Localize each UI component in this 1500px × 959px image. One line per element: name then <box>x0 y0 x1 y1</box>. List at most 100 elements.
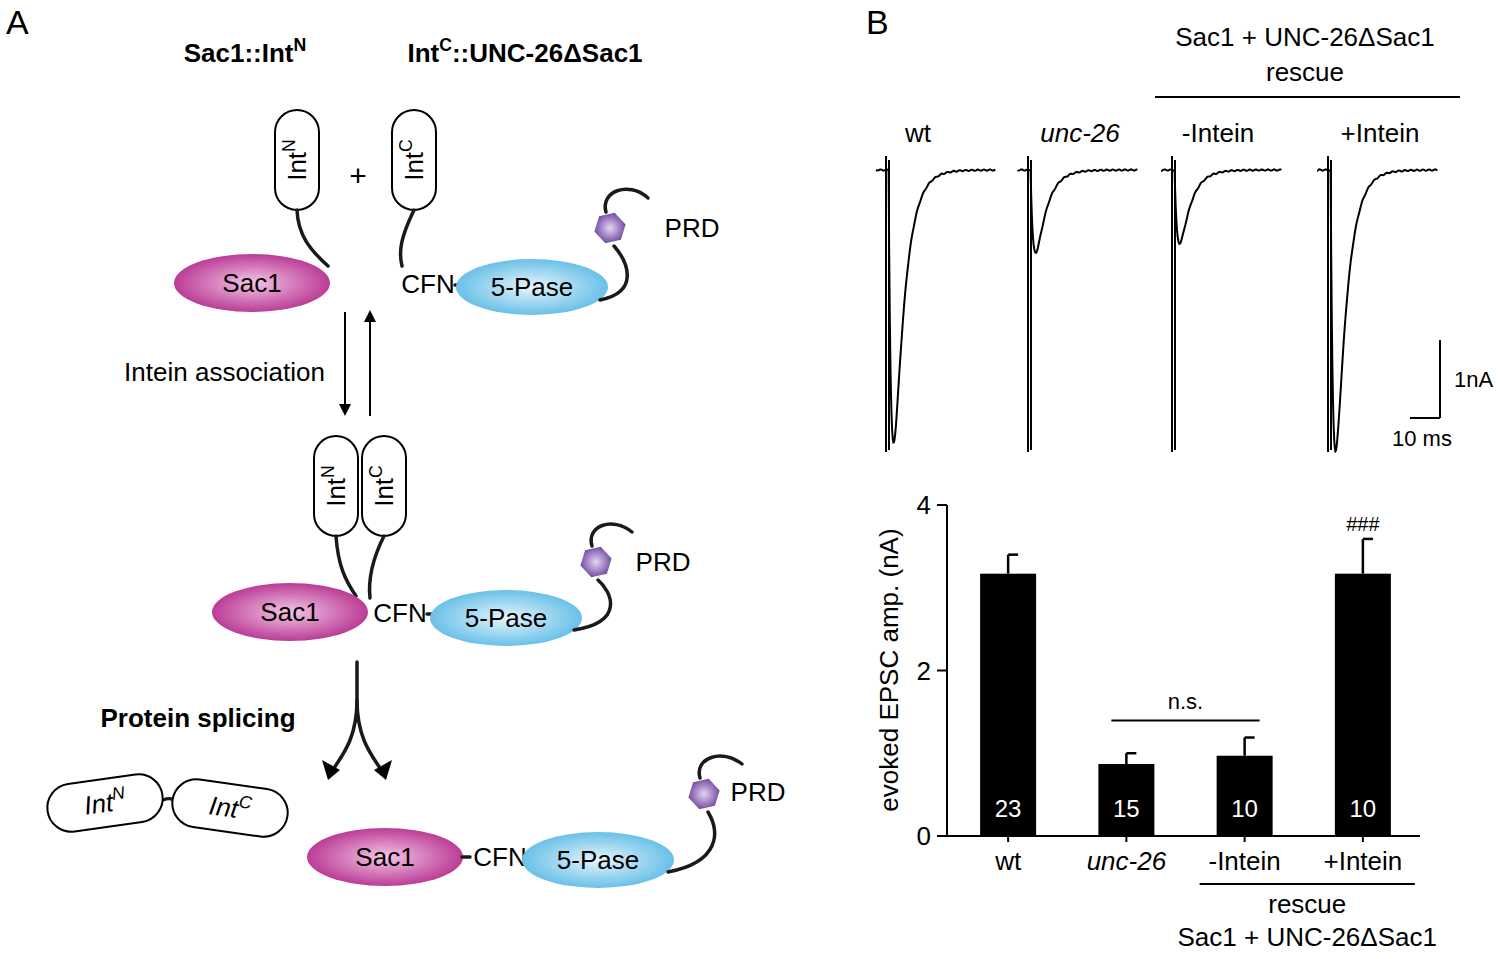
intein-shape <box>314 436 358 536</box>
intein: IntN <box>275 110 319 210</box>
intein: IntN <box>314 436 358 536</box>
scale-bar <box>1439 340 1441 418</box>
label: n.s. <box>1168 689 1203 714</box>
label: unc-26 <box>1087 846 1167 876</box>
superscript: C <box>396 139 416 152</box>
bar <box>1335 574 1391 836</box>
label: PRD <box>636 547 691 577</box>
intein: IntN <box>44 771 166 835</box>
error-cap <box>1363 538 1373 541</box>
label: Sac1 <box>355 842 414 872</box>
label: +Intein <box>1323 846 1402 876</box>
label: 10 <box>1231 795 1258 822</box>
figure: ABSac1::IntNIntC::UNC-26ΔSac1IntNSac1+In… <box>0 0 1500 959</box>
label: evoked EPSC amp. (nA) <box>874 528 904 811</box>
error-stem <box>1007 555 1010 574</box>
intein: IntC <box>392 110 436 210</box>
error-cap <box>1008 553 1018 556</box>
sac1-domain <box>212 583 368 641</box>
intein-shape <box>169 776 291 840</box>
scale-bar <box>1410 417 1440 419</box>
group-line <box>1200 883 1415 885</box>
label: Sac1 <box>222 268 281 298</box>
label: CFN <box>473 842 526 872</box>
arrow <box>334 662 357 768</box>
intein-shape <box>362 436 406 536</box>
prd-domain <box>688 779 719 810</box>
label: rescue <box>1268 889 1346 919</box>
arrow-head <box>322 760 340 780</box>
y-tick <box>937 670 947 672</box>
label: Sac1 + UNC-26ΔSac1 <box>1175 22 1434 52</box>
error-stem <box>1125 753 1128 764</box>
rich-label: Sac1::IntN <box>184 35 307 68</box>
arrow-head <box>374 760 392 780</box>
superscript: C <box>366 465 386 478</box>
sac1-domain <box>174 254 330 312</box>
x-tick <box>1125 836 1127 842</box>
label: Sac1 <box>260 597 319 627</box>
label: 5-Pase <box>491 272 573 302</box>
rich-label: IntC <box>366 465 399 507</box>
label: -Intein <box>1208 846 1280 876</box>
bar <box>980 574 1036 836</box>
epsc-trace <box>1162 169 1281 243</box>
linker <box>336 536 356 596</box>
label: +Intein <box>1341 118 1420 148</box>
intein-shape <box>392 110 436 210</box>
y-tick <box>937 835 947 837</box>
intein: IntC <box>362 436 406 536</box>
label: Intein association <box>124 357 325 387</box>
text-part: Int <box>207 790 242 824</box>
arrow <box>344 312 346 412</box>
label: ### <box>1346 513 1380 535</box>
rich-label: IntN <box>279 139 312 181</box>
rich-label: IntN <box>82 782 128 820</box>
linker <box>591 524 632 546</box>
arrow-head <box>339 404 351 416</box>
error-bar <box>1126 753 1136 764</box>
label: CFN <box>373 598 426 628</box>
text-part: Int <box>399 151 429 181</box>
phosphatase-domain <box>456 259 608 315</box>
label: 15 <box>1113 795 1140 822</box>
arrow <box>357 700 380 768</box>
superscript: N <box>294 35 307 55</box>
linker <box>370 536 384 598</box>
panel-b-traces: Sac1 + UNC-26ΔSac1 rescue wt unc-26 -Intein +… <box>876 22 1493 452</box>
text-part: Int <box>282 151 312 181</box>
arrow <box>369 320 371 416</box>
sac1-domain <box>307 828 463 886</box>
superscript: C <box>238 791 254 813</box>
panel-label: A <box>6 3 29 41</box>
significance-bracket <box>1111 720 1259 722</box>
prd-domain <box>594 213 625 244</box>
linker <box>600 246 627 300</box>
rich-label: IntC <box>207 787 253 825</box>
label: unc-26 <box>1040 118 1120 148</box>
bar <box>1217 756 1273 836</box>
error-bar <box>1008 555 1018 574</box>
label: wt <box>994 846 1022 876</box>
bar <box>1098 764 1154 836</box>
label: 2 <box>917 656 931 686</box>
label: 10 <box>1350 795 1377 822</box>
label: wt <box>904 118 932 148</box>
label: CFN <box>401 269 454 299</box>
text-part: Int <box>369 477 399 507</box>
label: + <box>349 159 367 192</box>
linker <box>668 812 715 872</box>
error-stem <box>1243 738 1246 756</box>
linker <box>605 189 648 212</box>
y-tick <box>937 504 947 506</box>
label: 5-Pase <box>465 603 547 633</box>
x-axis <box>947 835 1420 837</box>
label: PRD <box>665 213 720 243</box>
label: PRD <box>731 777 786 807</box>
label: Sac1 + UNC-26ΔSac1 <box>1178 922 1437 952</box>
label: rescue <box>1266 57 1344 87</box>
linker <box>401 210 415 266</box>
label: -Intein <box>1182 118 1254 148</box>
panel-label: B <box>866 3 889 41</box>
linker <box>297 210 328 266</box>
